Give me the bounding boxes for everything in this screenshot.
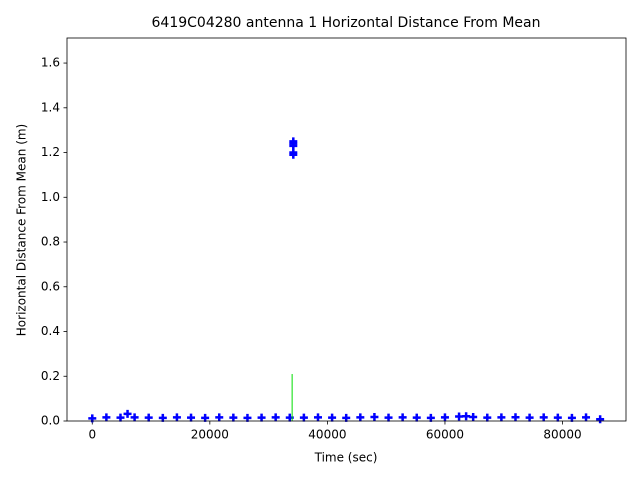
- point: [187, 413, 196, 422]
- point: [567, 413, 576, 422]
- point: [426, 413, 435, 422]
- x-tick-label: 60000: [426, 428, 464, 442]
- point: [116, 413, 125, 422]
- y-tick-label: 0.8: [41, 235, 60, 249]
- point: [144, 413, 153, 422]
- point: [243, 413, 252, 422]
- point: [596, 415, 605, 424]
- point: [553, 413, 562, 422]
- point: [201, 413, 210, 422]
- point: [299, 413, 308, 422]
- point: [289, 148, 298, 157]
- point: [102, 413, 111, 422]
- y-tick-label: 1.4: [41, 100, 60, 114]
- x-tick-label: 40000: [308, 428, 346, 442]
- y-tick-label: 1.0: [41, 190, 60, 204]
- point: [384, 413, 393, 422]
- x-tick-label: 80000: [543, 428, 581, 442]
- point: [229, 413, 238, 422]
- point: [370, 412, 379, 421]
- point: [398, 413, 407, 422]
- point: [257, 413, 266, 422]
- y-tick-label: 0.6: [41, 279, 60, 293]
- point: [440, 413, 449, 422]
- point: [328, 413, 337, 422]
- y-tick-label: 0.0: [41, 414, 60, 428]
- point: [412, 413, 421, 422]
- point: [356, 413, 365, 422]
- point: [582, 413, 591, 422]
- point: [130, 413, 139, 422]
- point: [289, 137, 298, 146]
- y-tick-label: 0.2: [41, 369, 60, 383]
- point: [497, 413, 506, 422]
- point: [215, 413, 224, 422]
- point: [158, 413, 167, 422]
- point: [511, 413, 520, 422]
- point: [539, 413, 548, 422]
- plot-frame: [66, 37, 627, 422]
- point: [313, 413, 322, 422]
- point: [172, 413, 181, 422]
- chart-title: 6419C04280 antenna 1 Horizontal Distance…: [152, 15, 541, 31]
- point: [455, 412, 464, 421]
- y-tick-label: 0.4: [41, 324, 60, 338]
- y-axis-label: Horizontal Distance From Mean (m): [15, 124, 29, 336]
- x-tick-label: 20000: [191, 428, 229, 442]
- point: [483, 413, 492, 422]
- point: [462, 412, 471, 421]
- point: [525, 413, 534, 422]
- point: [123, 409, 132, 418]
- y-tick-label: 1.6: [41, 56, 60, 70]
- x-tick-label: 0: [88, 428, 96, 442]
- point: [342, 413, 351, 422]
- point: [271, 413, 280, 422]
- x-axis-label: Time (sec): [314, 451, 378, 465]
- point: [469, 412, 478, 421]
- y-tick-label: 1.2: [41, 145, 60, 159]
